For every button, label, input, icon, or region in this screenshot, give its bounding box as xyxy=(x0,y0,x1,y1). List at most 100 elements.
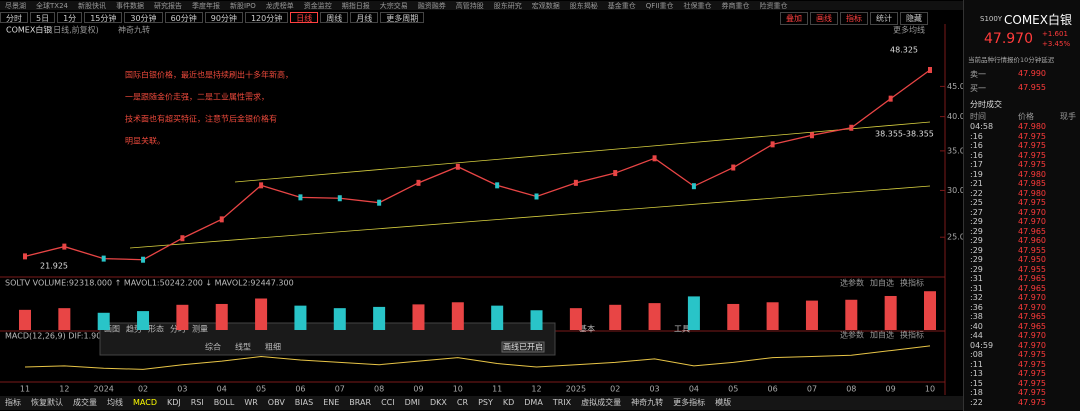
indicator-tab[interactable]: RSI xyxy=(190,398,204,407)
trade-time: :17 xyxy=(970,160,983,169)
period-tab[interactable]: 周线 xyxy=(320,12,349,23)
volume-bar xyxy=(924,291,936,330)
draw-button[interactable]: 画线已开启 xyxy=(503,342,543,352)
menu-item[interactable]: 险资重仓 xyxy=(759,2,788,10)
period-tab[interactable]: 更多周期 xyxy=(380,12,425,23)
trade-price: 47.975 xyxy=(1018,131,1046,141)
indicator-tab[interactable]: PSY xyxy=(478,398,493,407)
trade-price: 47.975 xyxy=(1018,350,1046,359)
menu-item[interactable]: 资金监控 xyxy=(303,2,332,10)
trade-price: 47.970 xyxy=(1018,207,1046,217)
period-tab[interactable]: 1分 xyxy=(57,12,83,23)
indicator-tab[interactable]: BIAS xyxy=(294,398,314,407)
trade-price: 47.975 xyxy=(1018,160,1046,169)
indicator-tab[interactable]: 更多指标 xyxy=(673,398,706,407)
quote-name: COMEX白银 xyxy=(1004,13,1072,27)
x-tick-label: 11 xyxy=(492,385,502,394)
menu-item[interactable]: 期指日报 xyxy=(341,2,370,10)
menu-item[interactable]: 社保重仓 xyxy=(683,2,712,10)
indicator-tab[interactable]: CCI xyxy=(381,398,395,407)
menu-item[interactable]: 尽景湖 xyxy=(5,2,26,10)
period-tab[interactable]: 分时 xyxy=(0,12,28,23)
draw-label: 线型 xyxy=(235,342,251,352)
trade-price: 47.955 xyxy=(1018,264,1046,274)
menu-item[interactable]: 券商重仓 xyxy=(721,2,750,10)
indicator-tab[interactable]: 均线 xyxy=(107,398,123,407)
draw-panel-bg xyxy=(99,322,556,356)
volume-bar xyxy=(687,296,700,330)
trade-time: :44 xyxy=(970,331,983,340)
candle xyxy=(573,179,578,186)
candle xyxy=(377,199,382,206)
trade-time: :22 xyxy=(970,188,983,198)
period-tab[interactable]: 日线 xyxy=(290,12,319,23)
menu-item[interactable]: 股东研究 xyxy=(493,2,522,10)
indicator-tab[interactable]: 神奇九转 xyxy=(631,398,664,407)
indicator-tab[interactable]: TRIX xyxy=(552,398,572,407)
menu-item[interactable]: QFII重仓 xyxy=(645,2,674,10)
period-tab[interactable]: 15分钟 xyxy=(84,12,123,23)
x-tick-label: 07 xyxy=(807,385,817,394)
tool-tab[interactable]: 指标 xyxy=(840,12,868,25)
indicator-tab[interactable]: ENE xyxy=(323,398,340,407)
indicator-tab[interactable]: WR xyxy=(244,398,258,407)
indicator-tab[interactable]: BOLL xyxy=(213,398,235,407)
menu-item[interactable]: 融资融券 xyxy=(417,2,446,10)
menu-item[interactable]: 新股快讯 xyxy=(77,2,106,10)
period-tab[interactable]: 5日 xyxy=(30,12,56,23)
menu-item[interactable]: 基金重仓 xyxy=(607,2,636,10)
trade-time: :38 xyxy=(970,312,983,321)
trade-time: :31 xyxy=(970,274,983,283)
menu-item[interactable]: 宏观数据 xyxy=(531,2,560,10)
menu-item[interactable]: 龙虎榜单 xyxy=(265,2,294,10)
indicator-tab[interactable]: CR xyxy=(456,398,469,407)
candle xyxy=(731,164,736,171)
indicator-tab[interactable]: 模版 xyxy=(715,398,732,407)
macd-legend: MACD(12,26,9) DIF:1.901 xyxy=(5,332,106,341)
candle xyxy=(259,182,264,189)
menu-item[interactable]: 大宗交易 xyxy=(379,2,408,10)
indicator-tab[interactable]: DMI xyxy=(404,398,421,407)
period-tab[interactable]: 90分钟 xyxy=(204,12,243,23)
trade-time: :31 xyxy=(970,283,983,293)
indicator-tab[interactable]: 恢复默认 xyxy=(31,398,63,407)
menu-item[interactable]: 研究报告 xyxy=(153,2,182,10)
menu-item[interactable]: 股东揭秘 xyxy=(569,2,598,10)
period-tab[interactable]: 120分钟 xyxy=(244,12,289,23)
menu-item[interactable]: 事件数据 xyxy=(115,2,144,10)
tool-tab[interactable]: 统计 xyxy=(870,12,898,25)
ask-price: 47.990 xyxy=(1018,69,1046,78)
period-tab[interactable]: 月线 xyxy=(350,12,379,23)
tool-tab[interactable]: 隐藏 xyxy=(900,12,928,25)
tool-tab[interactable]: 画线 xyxy=(810,12,838,25)
ask-label: 卖一 xyxy=(970,70,986,79)
menu-item[interactable]: 高管持股 xyxy=(455,2,484,10)
indicator-tab[interactable]: KD xyxy=(502,398,515,407)
period-tab[interactable]: 30分钟 xyxy=(124,12,163,23)
indicator-tab[interactable]: KDJ xyxy=(166,398,181,407)
indicator-tab[interactable]: DMA xyxy=(524,398,543,407)
indicator-tab[interactable]: MACD xyxy=(133,398,157,407)
volume-bar xyxy=(530,310,543,330)
menu-item[interactable]: 季度年报 xyxy=(191,2,220,10)
period-tab[interactable]: 60分钟 xyxy=(164,12,203,23)
indicator-tab[interactable]: OBV xyxy=(267,398,285,407)
volume-bar xyxy=(805,300,818,330)
tool-tab[interactable]: 叠加 xyxy=(780,12,808,25)
indicator-tab[interactable]: 成交量 xyxy=(73,398,97,407)
trade-price: 47.970 xyxy=(1018,340,1046,350)
chart-tools: 叠加 画线 指标 统计 隐藏 xyxy=(780,12,930,25)
draw-button-bg xyxy=(501,341,545,353)
indicator-tab[interactable]: 虚拟成交量 xyxy=(581,398,622,407)
trade-time: :16 xyxy=(970,150,983,160)
menu-item[interactable]: 新股IPO xyxy=(229,2,256,10)
top-menu: 尽景湖 全球TX24 新股快讯 事件数据 研究报告 季度年报 新股IPO 龙虎榜单 资金监控 期指… xyxy=(0,1,963,10)
sub-label: 神奇九转 xyxy=(118,25,150,35)
trade-time: :29 xyxy=(970,217,983,226)
menu-item[interactable]: 全球TX24 xyxy=(36,2,68,10)
indicator-tab[interactable]: 指标 xyxy=(5,398,21,407)
indicator-tab[interactable]: BRAR xyxy=(349,398,372,407)
indicator-tab[interactable]: DKX xyxy=(430,398,447,407)
draw-tab: 基本 xyxy=(579,324,595,334)
